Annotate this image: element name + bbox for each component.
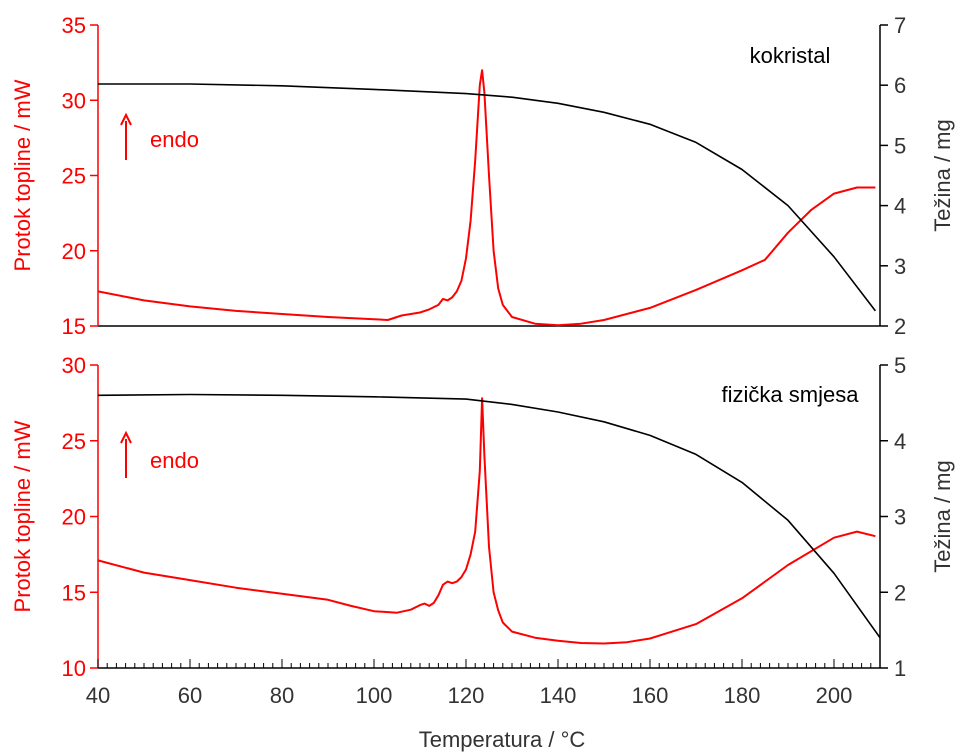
x-tick-label: 160: [632, 683, 669, 708]
left-axis-title: Protok topline / mW: [10, 79, 35, 271]
panel-top: kokristal endo 15 20 25 30 35 2 3 4 5 6 7 Protok to…: [10, 13, 955, 339]
x-tick-label: 120: [448, 683, 485, 708]
right-tick-label: 2: [894, 580, 906, 605]
x-tick-label: 200: [816, 683, 853, 708]
right-axis-title: Težina / mg: [930, 460, 955, 573]
heat-flow-line: [97, 69, 876, 327]
left-tick-label: 10: [62, 656, 86, 681]
left-tick-label: 30: [62, 88, 86, 113]
endo-label-top: endo: [150, 127, 199, 152]
right-tick-label: 4: [894, 429, 906, 454]
endo-arrow-head: [120, 430, 132, 444]
x-tick-label: 80: [270, 683, 294, 708]
endo-arrow-head: [120, 112, 132, 126]
right-axis-title: Težina / mg: [930, 119, 955, 232]
weight-line: [97, 393, 881, 639]
left-tick-label: 35: [62, 13, 86, 38]
right-tick-label: 1: [894, 656, 906, 681]
x-tick-label: 60: [178, 683, 202, 708]
right-tick-label: 7: [894, 13, 906, 38]
x-axis-title: Temperatura / °C: [419, 727, 586, 752]
left-tick-label: 25: [62, 164, 86, 189]
right-tick-label: 5: [894, 133, 906, 158]
panel-label-top: kokristal: [750, 43, 831, 68]
right-tick-label: 2: [894, 314, 906, 339]
heat-flow-line: [97, 397, 876, 645]
left-axis-title: Protok topline / mW: [10, 420, 35, 612]
right-tick-label: 6: [894, 73, 906, 98]
x-tick-label: 140: [540, 683, 577, 708]
x-tick-label: 180: [724, 683, 761, 708]
right-tick-label: 3: [894, 254, 906, 279]
left-tick-label: 20: [62, 505, 86, 530]
panel-label-bottom: fizička smjesa: [722, 382, 860, 407]
panel-bottom: fizička smjesa endo 10 15 20 25 30 1 2 3 4 5 Proto…: [10, 353, 955, 681]
left-tick-label: 20: [62, 239, 86, 264]
left-tick-label: 30: [62, 353, 86, 378]
left-tick-label: 15: [62, 580, 86, 605]
left-tick-label: 25: [62, 429, 86, 454]
right-tick-label: 3: [894, 505, 906, 530]
x-tick-label: 40: [86, 683, 110, 708]
right-tick-label: 5: [894, 353, 906, 378]
x-axis-ticks: 40 60 80 100 120 140 160 180 200: [86, 659, 881, 708]
left-tick-label: 15: [62, 314, 86, 339]
endo-label-bottom: endo: [150, 448, 199, 473]
weight-line: [98, 83, 877, 312]
right-tick-label: 4: [894, 194, 906, 219]
x-tick-label: 100: [356, 683, 393, 708]
